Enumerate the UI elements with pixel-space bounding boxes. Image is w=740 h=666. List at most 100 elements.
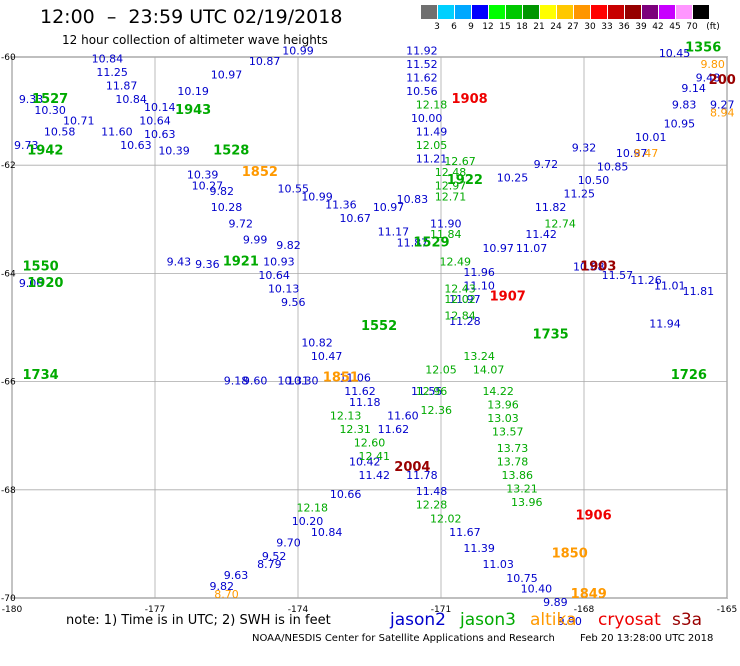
pass-time-label: 1849 bbox=[571, 587, 607, 602]
swh-value: 11.87 bbox=[106, 79, 138, 92]
wave-height-map[interactable]: -180 -177 -174 -171 -168 -165 -60 -62 -64 -66 -68 -… bbox=[0, 0, 740, 650]
swh-value: 10.97 bbox=[373, 201, 405, 214]
pass-time-label: 1943 bbox=[175, 103, 211, 118]
swh-value: 11.97 bbox=[449, 293, 481, 306]
swh-value: 9.06 bbox=[19, 277, 44, 290]
scale-swatch bbox=[693, 5, 709, 19]
swh-value: 10.27 bbox=[192, 180, 224, 193]
swh-value: 10.84 bbox=[311, 526, 343, 539]
swh-value: 13.21 bbox=[506, 483, 538, 496]
scale-swatch bbox=[421, 5, 437, 19]
swh-value: 10.20 bbox=[292, 515, 324, 528]
swh-value: 11.03 bbox=[482, 558, 514, 571]
scale-swatch bbox=[557, 5, 573, 19]
swh-value: 12.36 bbox=[420, 404, 452, 417]
swh-value: 11.28 bbox=[449, 315, 481, 328]
swh-value: 9.80 bbox=[700, 58, 725, 71]
swh-value: 12.18 bbox=[416, 98, 448, 111]
swh-value: 9.33 bbox=[19, 93, 44, 106]
swh-value: 11.62 bbox=[406, 71, 438, 84]
swh-value: 8.79 bbox=[257, 558, 282, 571]
swh-value: 11.60 bbox=[387, 409, 419, 422]
lat-tick-label: -66 bbox=[1, 378, 16, 388]
swh-value: 13.96 bbox=[511, 496, 543, 509]
map-title: 12:00 – 23:59 UTC 02/19/2018 bbox=[40, 6, 343, 28]
swh-value: 12.97 bbox=[435, 180, 467, 193]
swh-value: 12.74 bbox=[544, 217, 576, 230]
swh-value: 9.48 bbox=[696, 71, 721, 84]
pass-time-label: 1922 bbox=[447, 173, 483, 188]
swh-value: 12.05 bbox=[416, 139, 448, 152]
scale-swatch bbox=[523, 5, 539, 19]
swh-value: 10.63 bbox=[144, 128, 176, 141]
pass-time-label: 1851 bbox=[323, 371, 359, 386]
swh-value: 11.55 bbox=[411, 385, 443, 398]
swh-value: 10.25 bbox=[497, 171, 529, 184]
swh-value: 10.63 bbox=[120, 139, 152, 152]
swh-value: 10.45 bbox=[659, 47, 691, 60]
pass-time-label: 2004 bbox=[394, 460, 430, 475]
pass-time-label: 1550 bbox=[23, 260, 59, 275]
swh-value: 10.40 bbox=[521, 583, 553, 596]
swh-value: 11.57 bbox=[602, 269, 634, 282]
swh-value: 12.13 bbox=[330, 409, 362, 422]
pass-time-label: 1920 bbox=[27, 276, 63, 291]
swh-value: 10.83 bbox=[397, 193, 429, 206]
pass-time-label: 1921 bbox=[223, 254, 259, 269]
swh-value: 12.02 bbox=[430, 512, 462, 525]
swh-value: 10.84 bbox=[115, 93, 147, 106]
scale-label: 3 bbox=[434, 22, 440, 32]
swh-value: 10.68 bbox=[573, 261, 605, 274]
swh-value: 12.41 bbox=[359, 450, 391, 463]
scale-swatch bbox=[574, 5, 590, 19]
scale-swatch bbox=[438, 5, 454, 19]
swh-value: 10.55 bbox=[277, 182, 309, 195]
scale-label: 30 bbox=[584, 22, 596, 32]
swh-value: 11.67 bbox=[449, 526, 481, 539]
lon-tick-label: -180 bbox=[2, 605, 23, 615]
swh-value: 9.90 bbox=[557, 615, 582, 628]
lon-tick-label: -171 bbox=[431, 605, 451, 615]
swh-value: 14.07 bbox=[473, 363, 505, 376]
scale-label: 12 bbox=[482, 22, 494, 32]
swh-value: 10.39 bbox=[158, 144, 190, 157]
swh-value: 11.17 bbox=[378, 226, 410, 239]
legend-s3a: s3a bbox=[672, 610, 703, 630]
swh-value: 13.96 bbox=[487, 399, 519, 412]
swh-value: 13.57 bbox=[492, 426, 524, 439]
swh-value: 10.28 bbox=[211, 201, 243, 214]
swh-value: 9.27 bbox=[710, 98, 735, 111]
swh-value: 14.22 bbox=[482, 385, 514, 398]
lon-tick-label: -168 bbox=[574, 605, 595, 615]
swh-value: 10.13 bbox=[268, 282, 300, 295]
swh-value: 10.31 bbox=[277, 374, 309, 387]
swh-value: 10.97 bbox=[482, 242, 514, 255]
pass-time-label: 1734 bbox=[23, 368, 59, 383]
pass-time-label: 1527 bbox=[32, 92, 68, 107]
scale-label: 24 bbox=[550, 22, 562, 32]
scale-swatch bbox=[676, 5, 692, 19]
swh-value: 11.39 bbox=[463, 542, 495, 555]
pass-time-label: 1552 bbox=[361, 319, 397, 334]
swh-value: 10.19 bbox=[177, 85, 209, 98]
swh-value: 11.60 bbox=[101, 125, 133, 138]
swh-value: 10.00 bbox=[411, 112, 443, 125]
swh-value: 11.07 bbox=[516, 242, 548, 255]
note-text: note: 1) Time is in UTC; 2) SWH is in fe… bbox=[66, 613, 331, 628]
swh-value: 10.30 bbox=[287, 374, 319, 387]
swh-value: 12.28 bbox=[416, 499, 448, 512]
swh-value: 9.18 bbox=[224, 374, 249, 387]
swh-value: 10.71 bbox=[63, 115, 95, 128]
swh-value: 10.93 bbox=[263, 255, 295, 268]
scale-label: 15 bbox=[499, 22, 511, 32]
pass-time-label: 1850 bbox=[552, 546, 588, 561]
swh-value: 11.18 bbox=[349, 396, 381, 409]
swh-value: 13.03 bbox=[487, 412, 519, 425]
swh-value: 11.81 bbox=[683, 285, 715, 298]
swh-value: 10.39 bbox=[187, 169, 219, 182]
swh-value: 9.43 bbox=[167, 255, 192, 268]
swh-value: 12.48 bbox=[435, 166, 467, 179]
scale-swatch bbox=[659, 5, 675, 19]
swh-value: 10.97 bbox=[211, 69, 243, 82]
swh-value: 11.48 bbox=[416, 485, 448, 498]
